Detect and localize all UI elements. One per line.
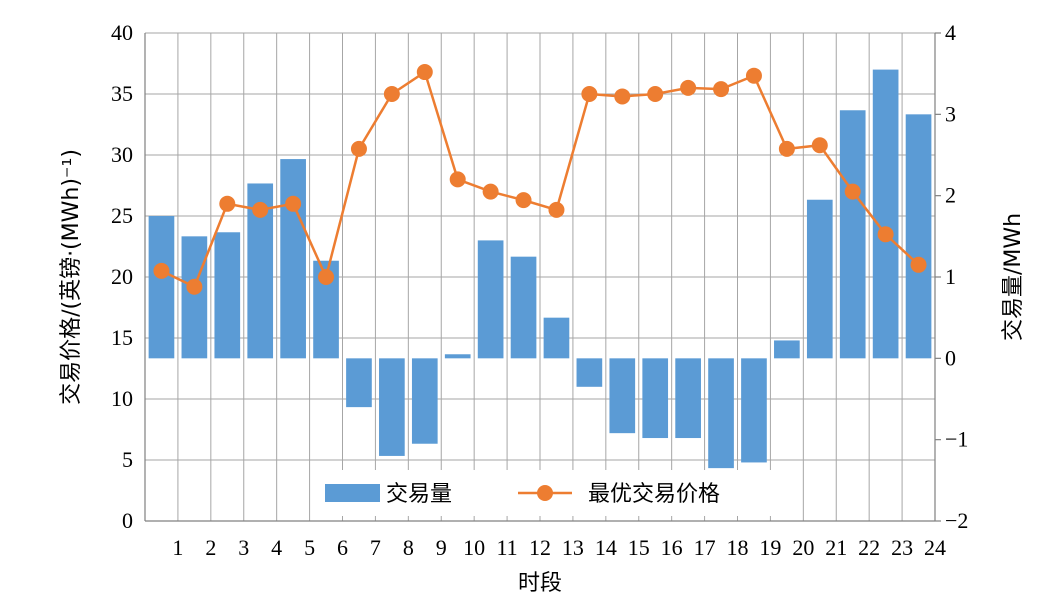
- bar: [411, 358, 438, 444]
- bar-series: [148, 69, 932, 469]
- bar: [214, 232, 241, 359]
- price-point: [482, 183, 499, 200]
- price-point: [778, 140, 795, 157]
- price-point: [219, 195, 236, 212]
- price-point: [877, 226, 894, 243]
- price-point: [186, 278, 203, 295]
- x-tick-label: 10: [463, 535, 485, 560]
- right-tick-label: 1: [945, 264, 956, 289]
- price-point: [416, 64, 433, 81]
- price-point: [844, 183, 861, 200]
- right-tick-label: 3: [945, 101, 956, 126]
- gridlines: [144, 32, 936, 522]
- line-series: [153, 64, 927, 295]
- bar: [543, 317, 570, 359]
- left-tick-label: 25: [111, 203, 133, 228]
- right-tick-label: −1: [945, 427, 968, 452]
- x-tick-label: 20: [792, 535, 814, 560]
- bar: [872, 69, 899, 359]
- x-tick-label: 4: [271, 535, 282, 560]
- x-tick-label: 13: [562, 535, 584, 560]
- x-tick-label: 8: [403, 535, 414, 560]
- left-tick-label: 15: [111, 325, 133, 350]
- x-tick-label: 15: [628, 535, 650, 560]
- bar: [642, 358, 669, 439]
- bar: [576, 358, 603, 387]
- price-point: [811, 137, 828, 154]
- bar: [741, 358, 767, 463]
- x-tick-label: 12: [529, 535, 551, 560]
- right-tick-label: −2: [945, 508, 968, 533]
- x-tick-label: 23: [891, 535, 913, 560]
- x-tick-label: 21: [825, 535, 847, 560]
- price-point: [515, 192, 532, 209]
- x-tick-label: 1: [172, 535, 183, 560]
- price-point: [252, 201, 269, 218]
- legend-label-volume: 交易量: [386, 482, 452, 507]
- bar: [148, 216, 175, 359]
- bar: [280, 159, 306, 359]
- price-point: [548, 201, 565, 218]
- bar: [839, 110, 866, 359]
- price-point: [383, 86, 400, 102]
- left-tick-label: 35: [111, 81, 133, 106]
- x-tick-label: 2: [205, 535, 216, 560]
- price-point: [745, 67, 762, 84]
- x-tick-label: 6: [337, 535, 348, 560]
- bar: [905, 114, 932, 359]
- bar: [444, 354, 471, 359]
- bar: [675, 358, 701, 439]
- left-tick-label: 0: [122, 508, 133, 533]
- left-axis-title: 交易价格/(英镑·(MWh)⁻¹): [59, 149, 84, 405]
- x-tick-label: 11: [496, 535, 517, 560]
- price-point: [449, 171, 466, 188]
- x-tick-label: 18: [727, 535, 749, 560]
- x-tick-label: 9: [436, 535, 447, 560]
- right-tick-label: 0: [945, 345, 956, 370]
- x-tick-label: 22: [858, 535, 880, 560]
- bar: [806, 199, 833, 359]
- price-point: [713, 81, 730, 98]
- x-tick-label: 14: [595, 535, 617, 560]
- x-tick-label: 3: [238, 535, 249, 560]
- price-point: [318, 269, 335, 285]
- bar: [609, 358, 636, 434]
- x-tick-label: 19: [759, 535, 781, 560]
- price-point: [581, 86, 598, 102]
- right-tick-label: 2: [945, 183, 956, 208]
- x-axis-title: 时段: [518, 571, 562, 596]
- x-tick-label: 16: [661, 535, 683, 560]
- left-tick-label: 20: [111, 264, 133, 289]
- bar: [510, 256, 537, 359]
- bar: [346, 358, 372, 408]
- left-tick-label: 40: [111, 20, 133, 45]
- bar: [774, 340, 800, 359]
- price-point: [350, 140, 367, 157]
- legend-bar-swatch: [325, 484, 380, 502]
- legend-line-marker: [537, 485, 553, 501]
- x-tick-label: 17: [694, 535, 716, 560]
- price-point: [614, 88, 631, 105]
- x-tick-label: 5: [304, 535, 315, 560]
- left-tick-label: 5: [122, 447, 133, 472]
- price-point: [910, 256, 927, 273]
- right-axis-title: 交易量/MWh: [1001, 213, 1026, 341]
- bar: [181, 236, 208, 359]
- bar: [477, 240, 504, 359]
- bar: [379, 358, 405, 456]
- legend-label-price: 最优交易价格: [588, 482, 720, 507]
- price-point: [680, 79, 697, 96]
- price-point: [153, 262, 170, 279]
- right-tick-label: 4: [945, 20, 956, 45]
- price-point: [285, 195, 302, 212]
- legend: 交易量 最优交易价格: [312, 470, 772, 516]
- x-tick-label: 7: [370, 535, 381, 560]
- x-tick-label: 24: [924, 535, 946, 560]
- price-point: [647, 86, 664, 102]
- bar: [708, 358, 734, 469]
- left-tick-label: 30: [111, 142, 133, 167]
- left-tick-label: 10: [111, 386, 133, 411]
